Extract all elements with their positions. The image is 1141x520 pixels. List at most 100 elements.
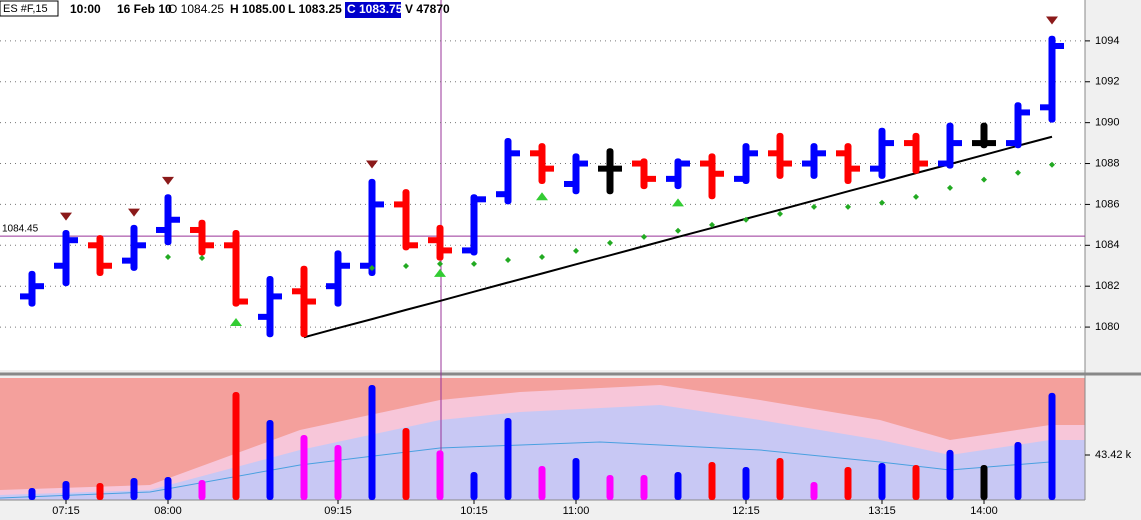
ohlc-close xyxy=(100,262,112,269)
volume-bar xyxy=(946,449,954,500)
ohlc-close xyxy=(202,242,214,249)
ohlc-close xyxy=(984,140,996,147)
ohlc-close xyxy=(270,293,282,300)
x-tick-label: 09:15 xyxy=(324,505,352,517)
ohlc-close xyxy=(882,140,894,147)
header-time: 10:00 xyxy=(70,2,101,16)
volume-bar xyxy=(538,466,546,500)
volume-bar xyxy=(572,458,580,500)
ohlc-close xyxy=(236,298,248,305)
x-tick-label: 13:15 xyxy=(868,505,896,517)
close-highlight xyxy=(345,2,401,18)
stop-dot xyxy=(981,176,987,183)
ohlc-open xyxy=(836,150,848,157)
volume-bar xyxy=(436,450,444,500)
ohlc-open xyxy=(360,262,372,269)
x-tick-label: 07:15 xyxy=(52,505,80,517)
price-pane xyxy=(0,0,1085,370)
ohlc-open xyxy=(1040,104,1052,111)
volume-bar xyxy=(606,475,614,500)
y-tick-label: 43.42 k xyxy=(1095,449,1132,461)
header-low: L 1083.25 xyxy=(288,2,342,16)
ohlc-close xyxy=(304,298,316,305)
symbol: ES #F,15 xyxy=(3,3,48,15)
ohlc-close xyxy=(950,140,962,147)
ohlc-open xyxy=(972,140,984,147)
ohlc-range xyxy=(844,143,852,184)
ohlc-open xyxy=(632,160,644,167)
stop-dot xyxy=(743,216,749,223)
ohlc-close xyxy=(168,216,180,223)
stop-dot xyxy=(539,253,545,260)
y-tick-label: 1094 xyxy=(1095,35,1119,47)
stop-dot xyxy=(675,227,681,234)
volume-bar xyxy=(96,483,104,500)
ohlc-open xyxy=(734,175,746,182)
volume-bar xyxy=(28,487,36,500)
y-tick-label: 1084 xyxy=(1095,239,1119,251)
signal-down xyxy=(60,212,72,221)
ohlc-open xyxy=(802,160,814,167)
stop-dot xyxy=(777,210,783,217)
volume-bar xyxy=(878,462,886,500)
ohlc-open xyxy=(666,175,678,182)
volume-bar xyxy=(640,475,648,500)
ohlc-close xyxy=(848,165,860,172)
volume-bar xyxy=(504,418,512,500)
ohlc-range xyxy=(96,235,104,276)
ohlc-range xyxy=(1048,35,1056,123)
signal-down xyxy=(366,160,378,169)
signal-up xyxy=(230,317,242,326)
stop-dot xyxy=(709,221,715,228)
y-tick-label: 1082 xyxy=(1095,280,1119,292)
ohlc-open xyxy=(54,262,66,269)
ohlc-open xyxy=(1006,140,1018,147)
volume-bar xyxy=(198,479,206,500)
ohlc-open xyxy=(394,201,406,208)
volume-bar xyxy=(980,464,988,500)
stop-dot xyxy=(437,260,443,267)
ohlc-close xyxy=(440,247,452,254)
stop-dot xyxy=(913,193,919,200)
stop-dot xyxy=(1015,169,1021,176)
header-date: 16 Feb 10 xyxy=(117,2,172,16)
trendline xyxy=(303,135,1053,339)
signal-down xyxy=(128,208,140,217)
stop-dot xyxy=(879,199,885,206)
ohlc-close xyxy=(916,160,928,167)
volume-bar xyxy=(844,467,852,500)
ohlc-range xyxy=(538,143,546,184)
ohlc-open xyxy=(224,242,236,249)
ohlc-close xyxy=(576,160,588,167)
ohlc-open xyxy=(870,165,882,172)
ohlc-open xyxy=(20,293,32,300)
ohlc-open xyxy=(530,150,542,157)
volume-bar xyxy=(912,464,920,500)
ohlc-close xyxy=(644,175,656,182)
header-close: C 1083.75 xyxy=(347,2,403,16)
volume-bar xyxy=(334,444,342,500)
header-volume: V 47870 xyxy=(405,2,450,16)
x-tick-label: 10:15 xyxy=(460,505,488,517)
ohlc-close xyxy=(32,283,44,290)
ohlc-range xyxy=(266,275,274,338)
stop-dot xyxy=(641,233,647,240)
ohlc-close xyxy=(542,165,554,172)
header-open: O 1084.25 xyxy=(168,2,224,16)
ohlc-range xyxy=(470,194,478,256)
volume-bar xyxy=(1014,441,1022,500)
stop-dot xyxy=(845,203,851,210)
ohlc-open xyxy=(326,283,338,290)
ohlc-open xyxy=(258,313,270,320)
ohlc-open xyxy=(292,288,304,295)
ohlc-open xyxy=(88,242,100,249)
ohlc-close xyxy=(134,242,146,249)
volume-bar xyxy=(742,467,750,500)
ohlc-close xyxy=(66,237,78,244)
ohlc-open xyxy=(428,237,440,244)
volume-bar xyxy=(130,478,138,500)
ohlc-range xyxy=(198,219,206,256)
ohlc-range xyxy=(334,250,342,307)
ohlc-close xyxy=(1052,42,1064,49)
